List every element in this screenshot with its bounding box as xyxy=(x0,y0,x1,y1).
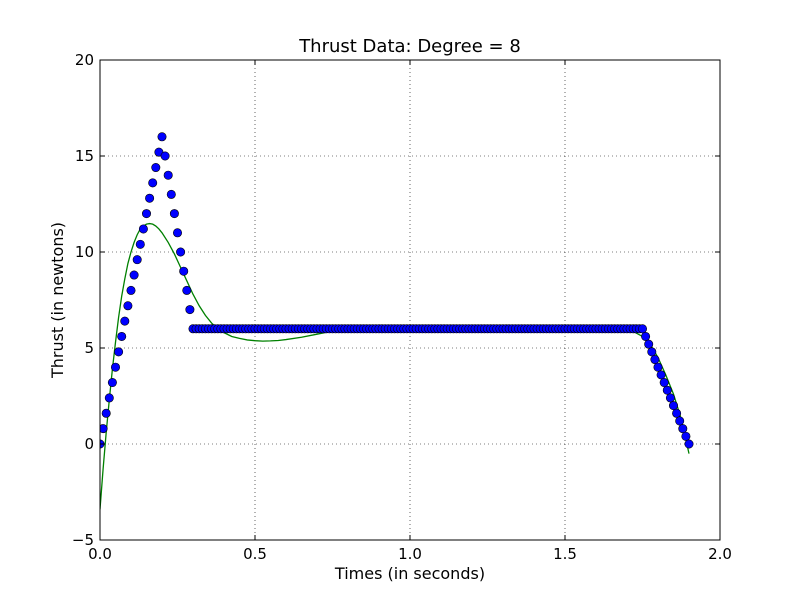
thrust-data-point xyxy=(659,378,669,388)
thrust-data-point xyxy=(668,401,678,411)
x-tick-label: 0.5 xyxy=(243,545,267,563)
thrust-data-point xyxy=(650,355,660,365)
thrust-data-point xyxy=(176,247,186,257)
thrust-data-point xyxy=(665,393,675,403)
y-tick-label: 5 xyxy=(84,339,94,357)
thrust-data-point xyxy=(120,316,130,326)
thrust-data-point xyxy=(179,266,189,276)
thrust-data-point xyxy=(135,239,145,249)
thrust-data-point xyxy=(132,255,142,265)
y-tick-label: 20 xyxy=(75,51,94,69)
thrust-data-point xyxy=(148,178,158,188)
thrust-data-point xyxy=(126,285,136,295)
y-tick-label: −5 xyxy=(72,531,94,549)
thrust-data-point xyxy=(662,385,672,395)
thrust-data-point xyxy=(169,209,179,219)
x-tick-label: 1.0 xyxy=(398,545,422,563)
series-layer xyxy=(100,132,694,510)
thrust-data-point xyxy=(644,339,654,349)
thrust-data-point xyxy=(647,347,657,357)
thrust-data-point xyxy=(101,408,111,418)
thrust-data-point xyxy=(641,331,651,341)
thrust-data-point xyxy=(675,416,685,426)
thrust-data-point xyxy=(123,301,133,311)
thrust-data-point xyxy=(138,224,148,234)
thrust-data-point xyxy=(145,193,155,203)
grid-lines xyxy=(100,60,720,540)
thrust-data-point xyxy=(672,408,682,418)
y-axis-label: Thrust (in newtons) xyxy=(48,222,67,379)
thrust-data-point xyxy=(142,209,152,219)
axis-ticks: 0.0 0.5 1.0 1.5 2.0 −5 0 5 10 15 20 xyxy=(72,51,732,563)
thrust-data-point xyxy=(678,424,688,434)
thrust-data-point xyxy=(185,305,195,315)
thrust-data-point xyxy=(637,324,647,334)
thrust-data-point xyxy=(111,362,121,372)
thrust-data-point xyxy=(104,393,114,403)
thrust-data-point xyxy=(163,170,173,180)
thrust-data-point xyxy=(684,439,694,449)
thrust-data-point xyxy=(160,151,170,161)
y-tick-label: 0 xyxy=(84,435,94,453)
thrust-data-point xyxy=(656,370,666,380)
x-tick-label: 2.0 xyxy=(708,545,732,563)
thrust-data-point xyxy=(129,270,139,280)
thrust-data-point xyxy=(100,424,108,434)
y-tick-label: 15 xyxy=(75,147,94,165)
thrust-data-point xyxy=(107,378,117,388)
y-tick-label: 10 xyxy=(75,243,94,261)
chart-title: Thrust Data: Degree = 8 xyxy=(298,36,521,57)
thrust-data-point xyxy=(182,285,192,295)
x-tick-label: 0.0 xyxy=(88,545,112,563)
thrust-data-point xyxy=(653,362,663,372)
thrust-data-point xyxy=(151,163,161,173)
thrust-data-point xyxy=(117,331,127,341)
thrust-data-point xyxy=(173,228,183,238)
x-axis-label: Times (in seconds) xyxy=(334,564,485,583)
x-tick-label: 1.5 xyxy=(553,545,577,563)
thrust-data-point xyxy=(681,431,691,441)
thrust-data-point xyxy=(166,189,176,199)
thrust-data-point xyxy=(114,347,124,357)
thrust-data-point xyxy=(157,132,167,142)
